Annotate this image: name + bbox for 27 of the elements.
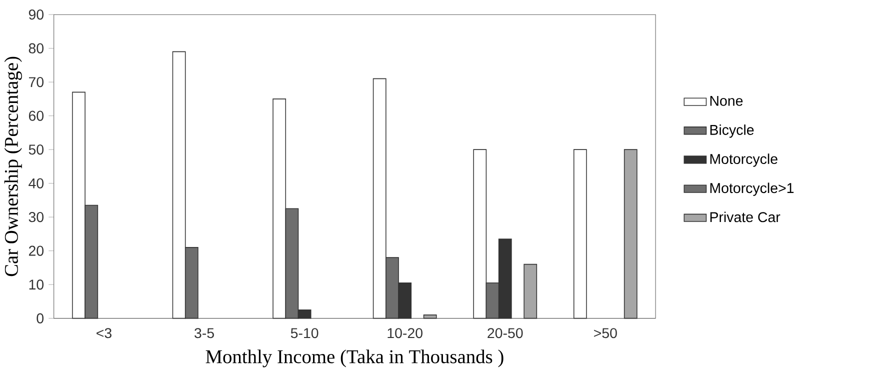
x-axis-title: Monthly Income (Taka in Thousands ) (206, 350, 504, 368)
y-tick-label: 90 (28, 10, 44, 20)
x-tick-label: >50 (594, 328, 617, 338)
bar (573, 149, 587, 319)
legend-label: None (710, 96, 743, 106)
y-axis-title: Car Ownership (Percentage) (4, 56, 22, 276)
y-tick-label: 10 (29, 280, 44, 290)
legend-label: Private Car (710, 212, 780, 222)
x-tick-label: 20-50 (488, 328, 523, 338)
legend-label: Motorcycle>1 (710, 182, 794, 196)
y-tick-label: 20 (28, 246, 44, 256)
y-tick-label: 70 (28, 77, 44, 88)
x-tick-label: 5-10 (290, 328, 318, 338)
x-tick-label: 3-5 (194, 328, 214, 338)
y-tick-label: 60 (28, 110, 44, 121)
y-tick-label: 80 (28, 43, 44, 54)
legend-label: Motorcycle (710, 154, 778, 167)
x-tick-label: <3 (96, 328, 112, 338)
y-tick-label: 30 (28, 212, 44, 222)
bar (423, 314, 437, 319)
y-tick-label: 40 (28, 178, 44, 188)
legend-label: Bicycle (710, 124, 754, 138)
bar (524, 264, 538, 319)
bar (624, 149, 638, 319)
y-tick-label: 50 (28, 144, 44, 155)
y-tick-label: 0 (36, 313, 44, 324)
x-tick-label: 10-20 (388, 328, 422, 338)
